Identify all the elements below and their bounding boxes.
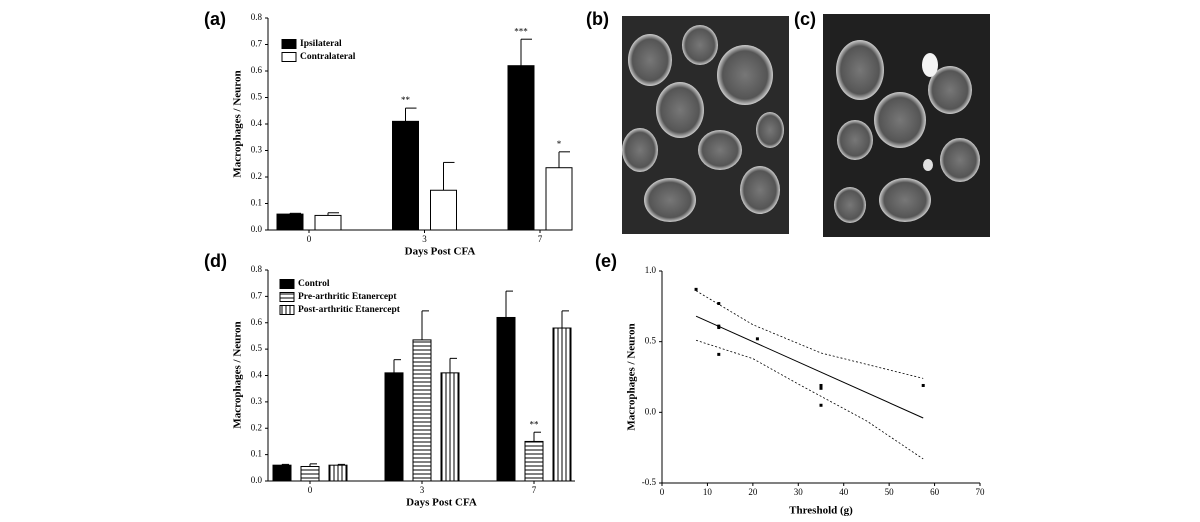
y-axis-title: Macrophages / Neuron [232,70,244,177]
y-tick-label: 0.0 [251,224,263,234]
point [717,326,721,330]
x-tick-label: 50 [885,487,895,497]
y-tick-label: 0.8 [251,264,263,274]
legend-label: Contralateral [300,52,356,62]
bar [300,465,320,482]
y-tick-label: -0.5 [642,477,657,487]
significance-label: * [557,139,562,149]
legend-swatch [279,279,295,289]
significance-label: ** [401,95,411,105]
legend-label: Post-arthritic Etanercept [298,305,401,315]
x-tick-label: 70 [976,487,986,497]
bar [430,189,457,231]
y-axis-title: Macrophages / Neuron [626,323,638,430]
bar [412,339,432,482]
x-tick-label: 3 [422,234,427,244]
x-axis-title: Days Post CFA [406,497,477,509]
point [694,287,698,291]
bar [384,372,404,482]
legend-swatch [279,292,295,302]
y-tick-label: 0.0 [251,475,263,485]
micrograph-c [823,14,990,237]
y-tick-label: 0.8 [251,12,263,22]
bar [524,440,544,482]
x-axis-title: Days Post CFA [405,246,476,258]
panel-label: (c) [794,9,816,29]
legend-label: Control [298,279,330,289]
x-tick-label: 7 [532,485,537,495]
confidence-band [695,339,924,460]
y-tick-label: 0.5 [251,92,263,102]
y-tick-label: 0.5 [645,336,657,346]
y-axis-title: Macrophages / Neuron [232,321,244,428]
y-tick-label: 0.6 [251,317,263,327]
bar [272,464,292,482]
y-tick-label: 0.1 [251,449,262,459]
bar [440,372,460,482]
regression-line [695,315,924,419]
x-tick-label: 0 [660,487,665,497]
point [819,386,823,390]
panel-label: (d) [204,251,227,271]
x-tick-label: 10 [703,487,713,497]
legend-swatch [281,52,297,62]
point [717,352,721,356]
y-tick-label: 0.7 [251,290,263,300]
point [755,337,759,341]
x-tick-label: 7 [538,234,543,244]
point [819,403,823,407]
point [717,302,721,306]
point [921,383,925,387]
x-tick-label: 20 [748,487,758,497]
x-axis-title: Threshold (g) [789,505,853,517]
bar [276,213,304,231]
x-tick-label: 3 [420,485,425,495]
y-tick-label: 0.4 [251,118,263,128]
x-tick-label: 0 [308,485,313,495]
micrograph-b [622,16,789,234]
y-tick-label: 0.1 [251,198,262,208]
y-tick-label: 0.0 [645,406,657,416]
y-tick-label: 0.3 [251,145,263,155]
y-tick-label: 0.6 [251,65,263,75]
y-tick-label: 0.7 [251,39,263,49]
bar [314,214,342,231]
y-tick-label: 0.3 [251,396,263,406]
y-tick-label: 0.5 [251,343,263,353]
legend-label: Ipsilateral [300,39,342,49]
legend-swatch [281,39,297,49]
y-tick-label: 0.2 [251,422,262,432]
y-tick-label: 0.2 [251,171,262,181]
legend-label: Pre-arthritic Etanercept [298,292,397,302]
x-tick-label: 60 [930,487,940,497]
x-tick-label: 40 [839,487,849,497]
bar [545,167,573,231]
panel-label: (e) [595,251,617,271]
bar [392,120,419,231]
x-tick-label: 30 [794,487,804,497]
significance-label: *** [514,26,528,36]
bar [507,65,535,231]
x-tick-label: 0 [307,234,312,244]
bar [552,327,572,482]
bar [328,464,348,482]
panel-label: (b) [586,9,609,29]
y-tick-label: 0.4 [251,370,263,380]
legend-swatch [279,305,295,315]
y-tick-label: 1.0 [645,265,657,275]
confidence-band [695,290,924,379]
point [819,383,823,387]
panel-label: (a) [204,9,226,29]
significance-label: ** [530,419,540,429]
bar [496,316,516,482]
